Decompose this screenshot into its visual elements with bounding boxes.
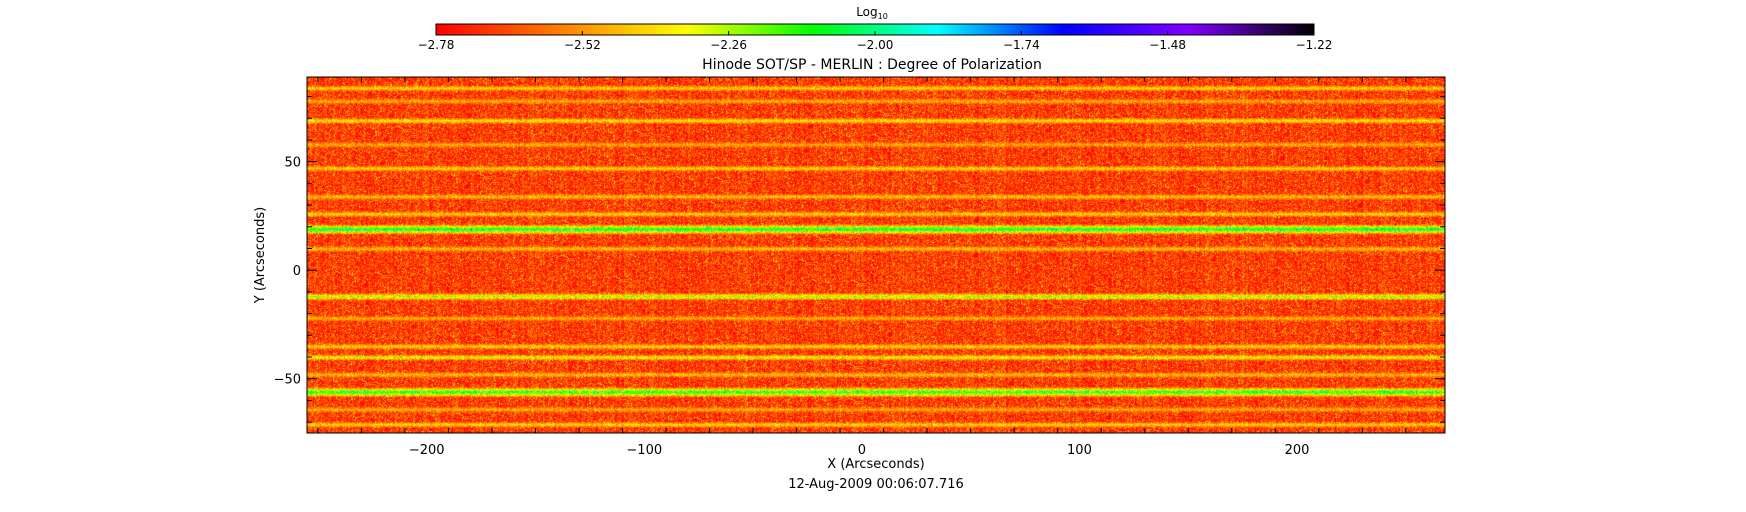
y-axis-label: Y (Arcseconds): [253, 207, 268, 304]
colorbar-tick-label: −2.00: [857, 38, 894, 52]
x-tick-label: −100: [626, 443, 662, 458]
y-tick-label: 50: [284, 156, 301, 171]
y-tick-label: 0: [293, 264, 301, 279]
x-axis-label: X (Arcseconds): [827, 457, 924, 472]
x-tick-label: 0: [858, 443, 866, 458]
heatmap-image: [307, 77, 1445, 433]
plot-frame: [306, 76, 1446, 434]
colorbar-tick-label: −2.26: [710, 38, 747, 52]
chart-title: Hinode SOT/SP - MERLIN : Degree of Polar…: [702, 57, 1042, 73]
colorbar-tick-label: −1.22: [1296, 38, 1333, 52]
colorbar-tick-label: −1.74: [1003, 38, 1040, 52]
x-tick-label: 200: [1285, 443, 1310, 458]
colorbar: Log10 −2.78 −2.52 −2.26 −2.00 −1.74 −1.48 −1.2…: [418, 5, 1333, 52]
x-tick-label: −200: [409, 443, 445, 458]
colorbar-tick-label: −2.78: [418, 38, 455, 52]
x-axis-ticks: −200 −100 0 100 200: [317, 77, 1407, 458]
timestamp-footer: 12-Aug-2009 00:06:07.716: [788, 477, 964, 492]
y-axis-ticks: −50 0 50: [274, 96, 1445, 423]
y-tick-label: −50: [274, 373, 301, 388]
colorbar-tick-label: −1.48: [1149, 38, 1186, 52]
x-tick-label: 100: [1067, 443, 1092, 458]
heatmap-plot: −200 −100 0 100 200 −50 0 50: [274, 76, 1446, 458]
colorbar-tick-label: −2.52: [564, 38, 601, 52]
colorbar-ticks: −2.78 −2.52 −2.26 −2.00 −1.74 −1.48 −1.22: [418, 31, 1333, 52]
colorbar-label: Log10: [856, 5, 888, 21]
